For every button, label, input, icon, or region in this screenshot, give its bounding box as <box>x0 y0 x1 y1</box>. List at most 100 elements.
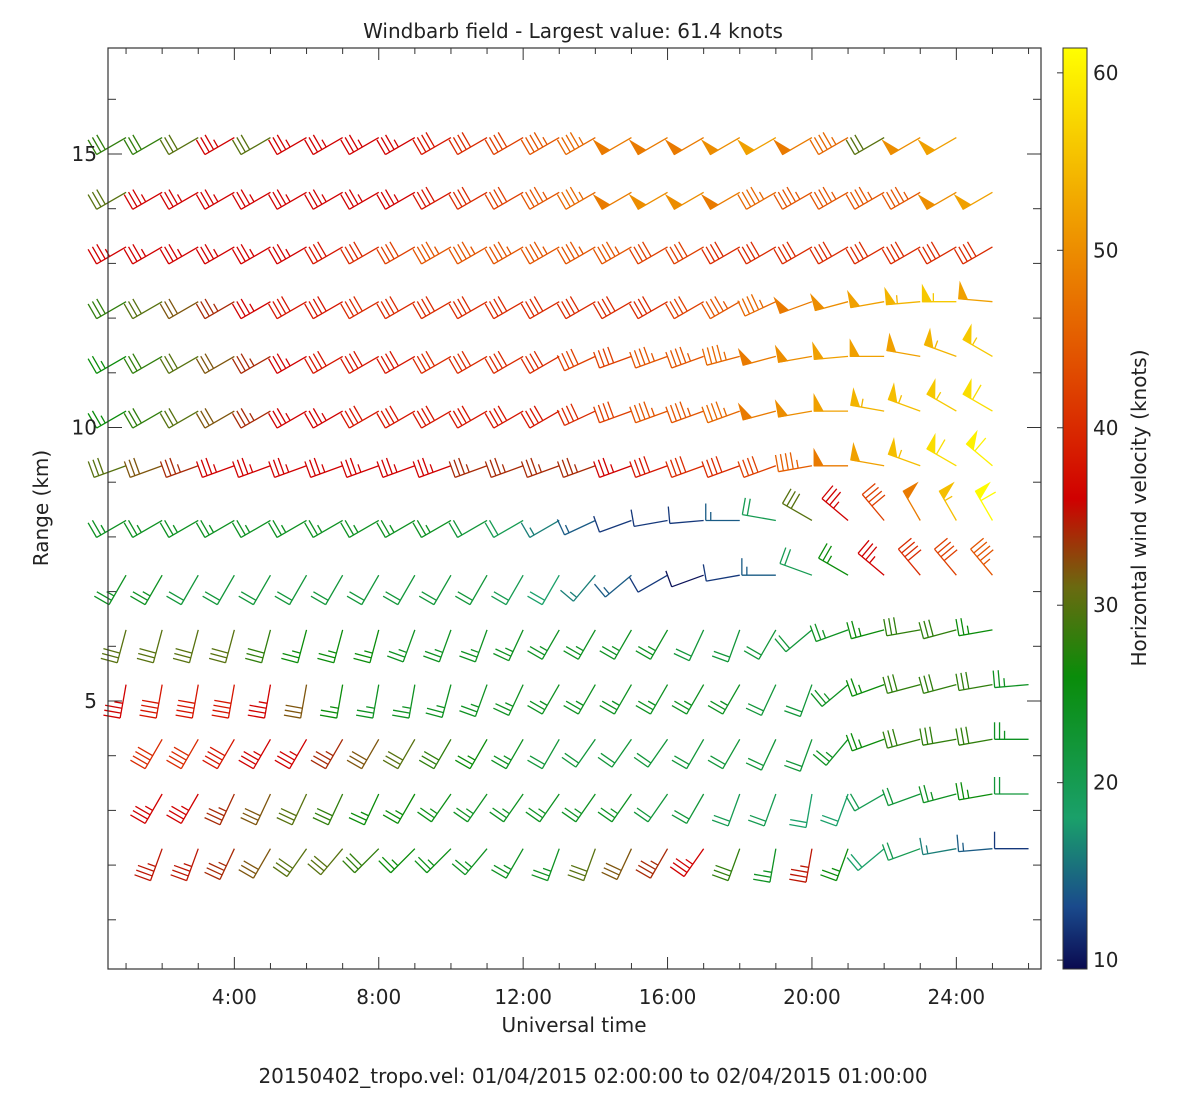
barb-staff <box>671 574 704 588</box>
barb-flag <box>204 134 215 150</box>
barb-flag <box>746 189 756 205</box>
barb-flag <box>166 595 182 606</box>
barb-flag <box>412 461 420 478</box>
barb-flag <box>164 355 174 372</box>
barb-half-flag <box>539 700 548 706</box>
wind-barb <box>123 353 163 374</box>
barb-pennant <box>923 327 934 349</box>
barb-flag <box>236 191 246 208</box>
barb-half-flag <box>402 706 411 709</box>
barb-flag <box>886 842 894 859</box>
barb-flag <box>825 488 838 503</box>
barb-flag <box>789 452 794 470</box>
wind-barb <box>923 327 957 358</box>
barb-flag <box>637 243 648 260</box>
barb-flag <box>484 194 495 210</box>
barb-half-flag <box>505 702 514 707</box>
wind-barb <box>881 241 921 265</box>
wind-barb <box>671 793 705 824</box>
barb-flag <box>91 246 102 262</box>
barb-flag <box>533 405 544 421</box>
barb-flag <box>674 755 690 765</box>
wind-barb <box>489 793 524 823</box>
barb-flag <box>635 869 651 879</box>
barb-flag <box>349 457 357 475</box>
barb-staff <box>385 301 416 320</box>
wind-barb <box>412 296 452 320</box>
barb-flag <box>421 755 437 765</box>
barb-flag <box>380 191 391 208</box>
wind-barb <box>633 793 669 823</box>
barb-flag <box>123 248 134 265</box>
barb-flag <box>91 519 102 536</box>
wind-barb <box>208 629 235 664</box>
barb-staff <box>276 410 307 429</box>
wind-barb <box>159 134 199 156</box>
barb-flag <box>748 819 765 827</box>
wind-barb <box>94 574 127 606</box>
barb-half-flag <box>321 412 327 421</box>
barb-flag <box>597 756 613 768</box>
barb-flag <box>642 296 652 312</box>
barb-flag <box>746 457 754 475</box>
barb-flag <box>667 506 671 524</box>
wind-barb <box>701 401 740 424</box>
barb-flag <box>737 248 747 265</box>
wind-barb <box>527 574 560 606</box>
barb-flag <box>317 241 327 257</box>
colorbar-tick-label: 20 <box>1093 771 1118 795</box>
barb-flag <box>871 494 886 507</box>
barb-flag <box>556 409 566 426</box>
barb-flag <box>665 351 673 369</box>
barb-flag <box>200 355 210 372</box>
barb-staff <box>601 301 632 320</box>
barb-flag <box>173 746 190 757</box>
barb-flag <box>349 853 363 867</box>
barb-flag <box>238 869 254 879</box>
wind-barb <box>812 341 849 361</box>
barb-flag <box>813 137 824 153</box>
wind-barb <box>414 848 452 874</box>
barb-flag <box>956 834 960 852</box>
wind-barb <box>423 629 452 663</box>
barb-flag <box>274 595 290 606</box>
barb-flag <box>709 243 720 260</box>
barb-flag <box>706 404 714 422</box>
barb-half-flag <box>249 358 255 367</box>
barb-flag <box>200 459 208 476</box>
barb-flag <box>127 519 138 536</box>
wind-barb <box>813 447 849 467</box>
wind-barb <box>993 776 1029 795</box>
barb-flag <box>96 591 112 601</box>
barb-flag <box>159 461 167 478</box>
barb-flag <box>601 243 612 260</box>
barb-flag <box>706 347 713 365</box>
barb-flag <box>380 137 391 153</box>
barb-half-flag <box>140 248 147 257</box>
barb-flag <box>344 519 355 536</box>
barb-flag <box>930 241 941 257</box>
barb-flag <box>200 301 210 317</box>
barb-flag <box>638 700 654 711</box>
barb-flag <box>750 294 760 310</box>
barb-flag <box>414 860 428 874</box>
barb-half-flag <box>321 139 327 148</box>
barb-flag <box>497 132 508 148</box>
barb-staff <box>327 793 344 826</box>
barb-flag <box>710 700 726 711</box>
wind-barb <box>665 456 704 479</box>
barb-staff <box>191 684 199 719</box>
barb-flag <box>349 591 365 601</box>
wind-barb <box>520 405 560 429</box>
barb-staff <box>493 355 524 374</box>
barb-flag <box>746 498 751 516</box>
barb-flag <box>525 301 535 317</box>
barb-flag <box>313 755 329 765</box>
barb-flag <box>308 459 317 476</box>
barb-flag <box>525 246 535 262</box>
barb-flag <box>528 807 543 819</box>
barb-pennant <box>850 441 861 463</box>
barb-staff <box>348 410 380 429</box>
barb-pennant <box>847 289 861 309</box>
barb-flag <box>452 191 463 208</box>
